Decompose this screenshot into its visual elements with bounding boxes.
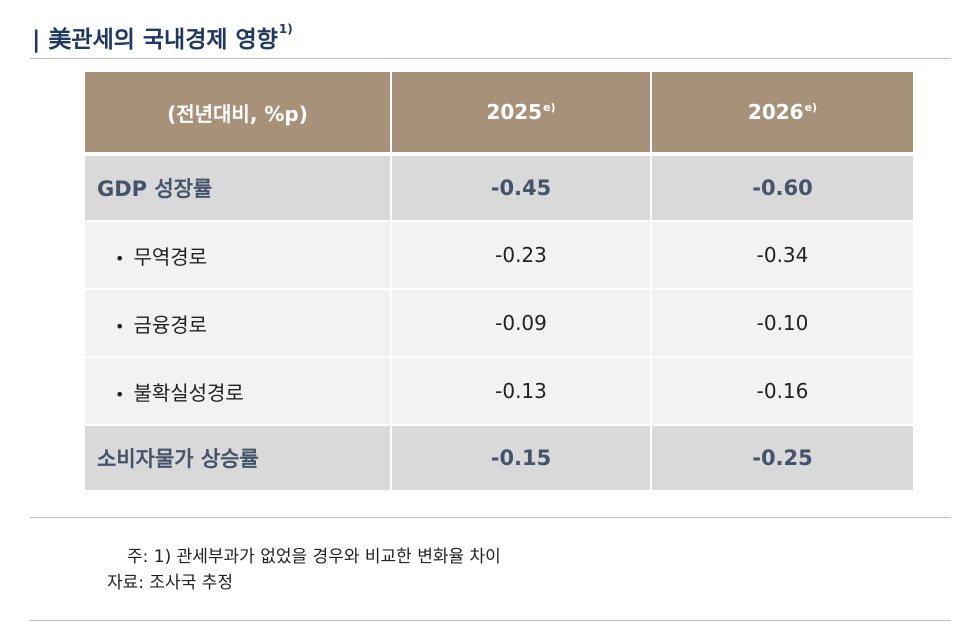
- cell-2025: -0.13: [392, 358, 652, 426]
- row-label: 소비자물가 상승률: [85, 426, 392, 492]
- footnote-text: 주: 1) 관세부과가 없었을 경우와 비교한 변화율 차이: [127, 547, 501, 567]
- row-label: 불확실성경로: [133, 380, 244, 405]
- page-title: | 美관세의 국내경제 영향1): [32, 20, 293, 54]
- bullet-icon: •: [115, 248, 125, 268]
- cell-2026: -0.25: [652, 426, 913, 492]
- cell-2025: -0.15: [392, 426, 652, 492]
- cell-2025: -0.45: [392, 156, 652, 222]
- bullet-icon: •: [115, 384, 125, 404]
- table-row-gdp-growth: GDP 성장률 -0.45 -0.60: [85, 156, 913, 222]
- notes-block: 주: 1) 관세부과가 없었을 경우와 비교한 변화율 차이 자료: 조사국 추…: [107, 544, 501, 596]
- cell-2025: -0.09: [392, 290, 652, 358]
- header-estimate-mark: e): [804, 101, 818, 114]
- impact-table: (전년대비, %p) 2025e) 2026e) GDP 성장률 -0.45 -…: [85, 72, 913, 492]
- header-year-text: 2025: [486, 100, 543, 124]
- cell-2025: -0.23: [392, 222, 652, 290]
- title-separator: |: [32, 27, 41, 53]
- row-label: 금융경로: [133, 312, 208, 337]
- header-estimate-mark: e): [543, 101, 556, 114]
- cell-2026: -0.34: [652, 222, 913, 290]
- row-label: GDP 성장률: [85, 156, 392, 222]
- bullet-icon: •: [115, 316, 125, 336]
- table-row-trade-channel: • 무역경로 -0.23 -0.34: [85, 222, 913, 290]
- table-row-financial-channel: • 금융경로 -0.09 -0.10: [85, 290, 913, 358]
- title-text: 美관세의 국내경제 영향: [48, 27, 278, 53]
- table-header-row: (전년대비, %p) 2025e) 2026e): [85, 72, 913, 156]
- header-unit-text: (전년대비, %p): [167, 101, 308, 126]
- source-text: 자료: 조사국 추정: [107, 573, 234, 593]
- cell-2026: -0.60: [652, 156, 913, 222]
- cell-2026: -0.10: [652, 290, 913, 358]
- notes-top-divider: [30, 517, 951, 518]
- row-label-cell: • 불확실성경로: [85, 358, 392, 426]
- header-year-2026: 2026e): [652, 72, 913, 156]
- row-label: 무역경로: [133, 244, 208, 269]
- header-year-text: 2026: [747, 100, 804, 124]
- bottom-divider: [30, 620, 951, 621]
- row-label-cell: • 금융경로: [85, 290, 392, 358]
- header-year-2025: 2025e): [392, 72, 652, 156]
- table-row-cpi-inflation: 소비자물가 상승률 -0.15 -0.25: [85, 426, 913, 492]
- title-footnote-mark: 1): [278, 22, 293, 36]
- cell-2026: -0.16: [652, 358, 913, 426]
- top-divider: [30, 58, 951, 59]
- table-row-uncertainty-channel: • 불확실성경로 -0.13 -0.16: [85, 358, 913, 426]
- header-unit-label: (전년대비, %p): [85, 72, 392, 156]
- row-label-cell: • 무역경로: [85, 222, 392, 290]
